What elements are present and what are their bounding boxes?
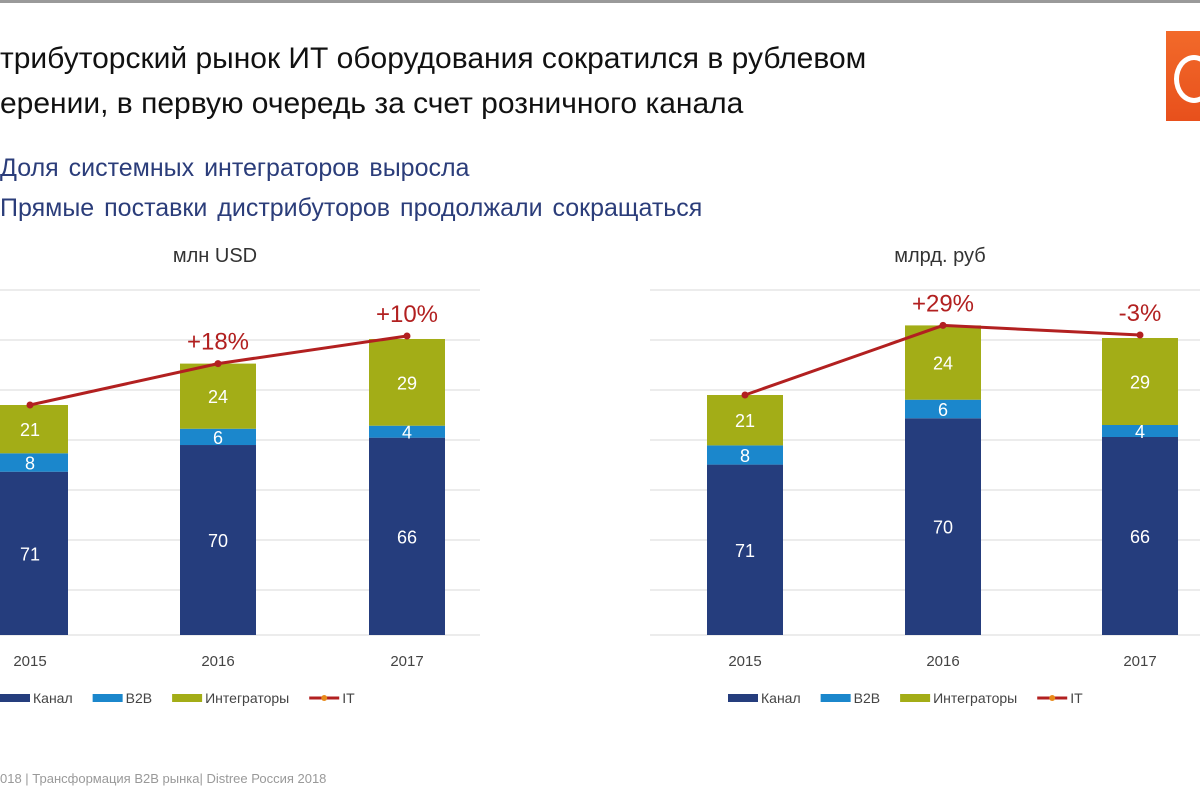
- bar-segment-Канал: [369, 437, 445, 635]
- title-line-2: ерении, в первую очередь за счет розничн…: [0, 87, 744, 120]
- legend-marker-IT: [1049, 695, 1056, 701]
- footer-text: 018 | Трансформация B2B рынка| Distree Р…: [0, 771, 327, 786]
- legend-label: B2B: [854, 690, 880, 706]
- logo-mark-icon: [1174, 55, 1200, 103]
- data-label: 29: [397, 373, 417, 393]
- bar-segment-Канал: [180, 445, 256, 635]
- title-line-1: трибуторский рынок ИТ оборудования сокра…: [0, 42, 867, 75]
- legend-swatch-Интеграторы: [900, 694, 931, 702]
- x-tick-label: 2015: [728, 653, 761, 670]
- bullet-2: Прямые поставки дистрибуторов продолжали…: [0, 194, 703, 222]
- data-label: 8: [25, 454, 35, 474]
- data-label: 6: [938, 400, 948, 420]
- growth-label: +10%: [376, 301, 438, 328]
- bar-segment-Интеграторы: [1102, 338, 1178, 425]
- data-label: 4: [1135, 422, 1145, 442]
- bar-segment-Интеграторы: [369, 338, 445, 426]
- bar-segment-B2B: [707, 445, 783, 465]
- it-point: [939, 321, 947, 329]
- legend-swatch-Интеграторы: [172, 694, 203, 702]
- x-tick-label: 2017: [1123, 653, 1156, 670]
- growth-label: -3%: [1119, 300, 1162, 327]
- bar-segment-B2B: [180, 428, 256, 446]
- it-point: [214, 360, 222, 368]
- bar-segment-B2B: [0, 453, 68, 472]
- company-logo: [1166, 31, 1200, 121]
- bar-segment-B2B: [905, 399, 981, 419]
- bar-segment-Интеграторы: [707, 395, 783, 446]
- bar-segment-B2B: [369, 425, 445, 438]
- data-label: 71: [735, 541, 755, 561]
- legend-swatch-Канал: [728, 694, 758, 702]
- bullet-list: Доля системных интеграторов выросла Прям…: [0, 148, 702, 228]
- chart-2: млрд. руб 71 8 21 2015 70 6 24 2016 66 4 29 2017 +29%…: [650, 245, 1200, 706]
- it-point: [403, 332, 411, 340]
- data-label: 71: [20, 544, 40, 564]
- x-tick-label: 2015: [13, 653, 46, 670]
- legend-label: Канал: [761, 690, 801, 706]
- x-tick-label: 2016: [201, 653, 234, 670]
- bar-segment-Интеграторы: [180, 363, 256, 429]
- data-label: 29: [1130, 373, 1150, 393]
- bar-segment-Канал: [0, 471, 68, 635]
- bar-segment-Канал: [707, 464, 783, 635]
- it-point: [741, 391, 749, 399]
- legend-label: Канал: [33, 690, 73, 706]
- it-point: [1136, 331, 1144, 339]
- it-point: [26, 401, 34, 409]
- chart-1: млн USD 71 8 21 2015 70 6 24 2016 66 4 29 2017 +18% +1…: [0, 245, 480, 706]
- legend-swatch-B2B: [92, 694, 123, 702]
- bar-segment-Интеграторы: [905, 325, 981, 400]
- growth-label: +29%: [912, 290, 974, 317]
- bar-segment-B2B: [1102, 425, 1178, 437]
- legend-marker-IT: [321, 695, 328, 701]
- bar-segment-Интеграторы: [0, 405, 68, 454]
- legend-label: IT: [1070, 690, 1083, 706]
- data-label: 24: [208, 387, 228, 407]
- top-border: [0, 0, 1200, 3]
- data-label: 8: [740, 446, 750, 466]
- chart-title: млрд. руб: [894, 245, 985, 267]
- legend-label: B2B: [126, 690, 152, 706]
- legend-label: Интеграторы: [205, 690, 289, 706]
- legend-label: IT: [342, 690, 355, 706]
- legend-swatch-B2B: [820, 694, 851, 702]
- bar-segment-Канал: [1102, 437, 1178, 635]
- bar-segment-Канал: [905, 418, 981, 635]
- legend-label: Интеграторы: [933, 690, 1017, 706]
- x-tick-label: 2017: [390, 653, 423, 670]
- data-label: 70: [208, 531, 228, 551]
- data-label: 21: [735, 411, 755, 431]
- data-label: 24: [933, 354, 953, 374]
- data-label: 70: [933, 518, 953, 538]
- bullet-1: Доля системных интеграторов выросла: [0, 154, 470, 182]
- growth-label: +18%: [187, 329, 249, 356]
- data-label: 21: [20, 420, 40, 440]
- data-label: 66: [397, 527, 417, 547]
- data-label: 4: [402, 423, 412, 443]
- chart-title: млн USD: [173, 245, 257, 267]
- data-label: 6: [213, 428, 223, 448]
- data-label: 66: [1130, 527, 1150, 547]
- x-tick-label: 2016: [926, 653, 959, 670]
- legend-swatch-Канал: [0, 694, 30, 702]
- slide-title: трибуторский рынок ИТ оборудования сокра…: [0, 36, 866, 126]
